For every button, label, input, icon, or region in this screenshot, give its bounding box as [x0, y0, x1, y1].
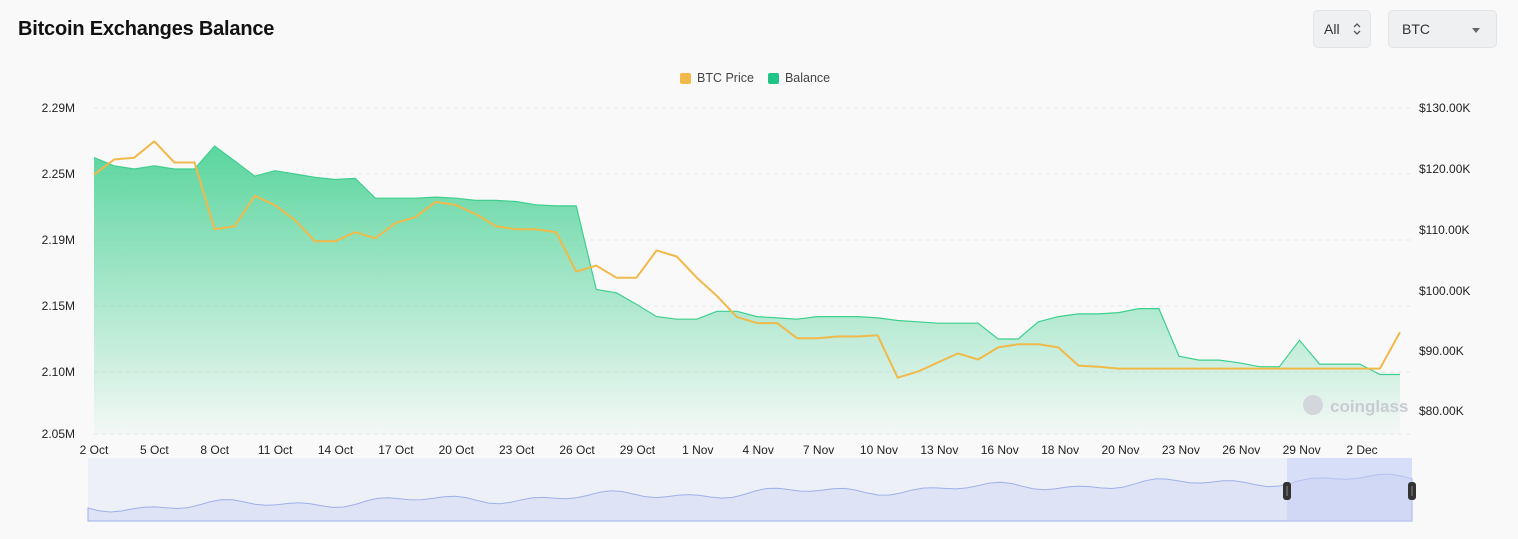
price-line [93, 140, 1401, 379]
x-tick-label: 17 Oct [378, 443, 414, 457]
coinglass-logo-icon [1303, 395, 1323, 415]
x-tick-label: 8 Oct [200, 443, 229, 457]
balance-series [93, 145, 1400, 434]
x-tick-label: 1 Nov [682, 443, 713, 457]
legend-swatch-balance [767, 72, 779, 84]
y-left-tick-label: 2.25M [42, 167, 75, 181]
navigator-selection[interactable] [1287, 458, 1412, 521]
chart-title: Bitcoin Exchanges Balance [18, 18, 275, 40]
x-tick-label: 29 Nov [1283, 443, 1321, 457]
navigator [87, 458, 1416, 522]
caret-down-icon [1472, 28, 1480, 33]
x-tick-label: 23 Oct [499, 443, 535, 457]
coin-label: BTC [1402, 21, 1430, 37]
watermark-logo: coinglass [1303, 395, 1408, 416]
x-tick-label: 20 Oct [439, 443, 475, 457]
x-tick-label: 10 Nov [860, 443, 898, 457]
legend-item-balance[interactable]: Balance [767, 71, 831, 85]
left-axis: 2.29M 2.25M 2.19M 2.15M 2.10M 2.05M [42, 101, 75, 441]
balance-area [94, 146, 1400, 434]
navigator-series [87, 473, 1413, 522]
x-tick-label: 4 Nov [743, 443, 774, 457]
coin-select[interactable]: BTC [1388, 10, 1497, 48]
y-left-tick-label: 2.15M [42, 299, 75, 313]
x-tick-label: 18 Nov [1041, 443, 1079, 457]
x-tick-label: 14 Oct [318, 443, 354, 457]
legend: BTC Price Balance [680, 71, 830, 85]
balance-line [93, 145, 1400, 376]
x-tick-label: 2 Dec [1346, 443, 1377, 457]
x-tick-label: 5 Oct [140, 443, 169, 457]
y-right-tick-label: $80.00K [1419, 404, 1464, 418]
y-left-tick-label: 2.05M [42, 427, 75, 441]
x-tick-label: 11 Oct [258, 443, 293, 457]
x-axis: 2 Oct 5 Oct 8 Oct 11 Oct 14 Oct 17 Oct 20 Oct 2… [80, 443, 1378, 457]
right-axis: $130.00K $120.00K $110.00K $100.00K $90.00K $… [1419, 101, 1470, 418]
x-tick-label: 13 Nov [920, 443, 958, 457]
legend-label-balance: Balance [784, 71, 831, 85]
x-tick-label: 23 Nov [1162, 443, 1200, 457]
x-tick-label: 16 Nov [981, 443, 1019, 457]
x-tick-label: 2 Oct [80, 443, 109, 457]
legend-label-price: BTC Price [697, 71, 754, 85]
y-left-tick-label: 2.19M [42, 233, 75, 247]
legend-item-btc-price[interactable]: BTC Price [680, 71, 754, 85]
up-down-chevron-icon [1353, 23, 1361, 35]
x-tick-label: 26 Nov [1222, 443, 1260, 457]
y-right-tick-label: $130.00K [1419, 101, 1470, 115]
x-tick-label: 26 Oct [559, 443, 595, 457]
y-right-tick-label: $110.00K [1419, 223, 1470, 237]
y-right-tick-label: $100.00K [1419, 284, 1470, 298]
y-left-tick-label: 2.10M [42, 365, 75, 379]
x-tick-label: 7 Nov [803, 443, 834, 457]
range-label: All [1324, 21, 1340, 37]
y-right-tick-label: $120.00K [1419, 162, 1470, 176]
y-right-tick-label: $90.00K [1419, 344, 1464, 358]
x-tick-label: 29 Oct [620, 443, 656, 457]
legend-swatch-price [680, 72, 691, 84]
range-select[interactable]: All [1313, 10, 1371, 48]
y-left-tick-label: 2.29M [42, 101, 75, 115]
x-tick-label: 20 Nov [1101, 443, 1139, 457]
watermark-text: coinglass [1330, 397, 1408, 416]
price-series [93, 140, 1401, 379]
